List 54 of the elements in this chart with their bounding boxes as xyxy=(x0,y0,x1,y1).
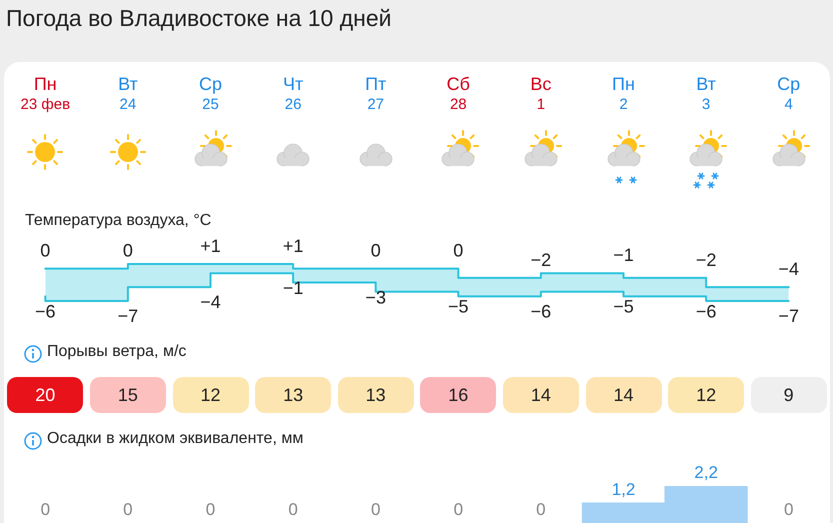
x-tick-label: Пн 2 xyxy=(611,73,636,114)
data-label: 13 xyxy=(338,377,414,413)
data-label: 0 xyxy=(370,500,380,520)
data-label: 13 xyxy=(255,377,332,413)
data-label: 12 xyxy=(668,377,744,413)
data-label: 0 xyxy=(40,500,50,520)
chart-title: Погода во Владивостоке на 10 дней xyxy=(6,5,392,32)
data-label: −4 xyxy=(200,292,221,312)
x-tick-label: Чт 26 xyxy=(282,73,304,114)
data-label: 0 xyxy=(122,240,133,261)
data-label: −6 xyxy=(35,301,56,322)
data-label: 14 xyxy=(502,377,579,413)
data-label: −2 xyxy=(696,250,716,270)
data-label: 20 xyxy=(7,377,84,413)
data-label: −5 xyxy=(448,296,469,317)
x-tick-label: Пн 23 фев xyxy=(20,73,72,114)
data-label: +1 xyxy=(282,236,304,256)
data-label: −3 xyxy=(365,287,386,308)
data-label: −6 xyxy=(530,301,552,322)
data-label: 0 xyxy=(536,500,546,520)
data-label: 0 xyxy=(370,240,381,261)
chart-subtitle: Температура воздуха, °C xyxy=(25,212,212,230)
data-label: +1 xyxy=(200,236,221,256)
data-label: 12 xyxy=(172,377,248,413)
data-label: 0 xyxy=(454,500,464,520)
data-label: 9 xyxy=(750,377,827,413)
data-label: 0 xyxy=(40,240,50,261)
data-label: 14 xyxy=(586,377,662,413)
x-tick-label: Вт 24 xyxy=(117,73,139,114)
chart-title: Осадки в жидком эквиваленте, мм xyxy=(47,430,304,448)
data-label: −1 xyxy=(613,245,634,266)
data-label: 0 xyxy=(784,500,794,520)
data-label: 15 xyxy=(90,377,166,413)
data-label: 1,2 xyxy=(612,480,636,500)
data-label: −5 xyxy=(613,296,634,317)
text: Порывы ветра, м/с xyxy=(47,343,186,361)
data-label: 2,2 xyxy=(694,463,718,482)
data-label: −2 xyxy=(530,250,552,270)
data-label: −4 xyxy=(778,259,799,280)
x-tick-label: Вс 1 xyxy=(529,73,552,114)
data-label: 0 xyxy=(123,500,133,520)
x-tick-label: Вт 3 xyxy=(695,73,717,114)
data-label: 0 xyxy=(453,240,464,261)
x-tick-label: Пт 27 xyxy=(364,73,388,114)
data-label: 0 xyxy=(206,500,216,520)
data-label: 0 xyxy=(288,500,298,520)
x-tick-label: Ср 4 xyxy=(776,73,802,114)
data-label: −1 xyxy=(282,278,304,298)
data-label: 16 xyxy=(420,377,496,413)
x-tick-label: Ср 25 xyxy=(198,73,223,114)
data-label: −7 xyxy=(118,306,138,326)
data-label: −7 xyxy=(778,306,799,326)
x-tick-label: Сб 28 xyxy=(446,73,471,114)
data-label: −6 xyxy=(696,301,716,322)
